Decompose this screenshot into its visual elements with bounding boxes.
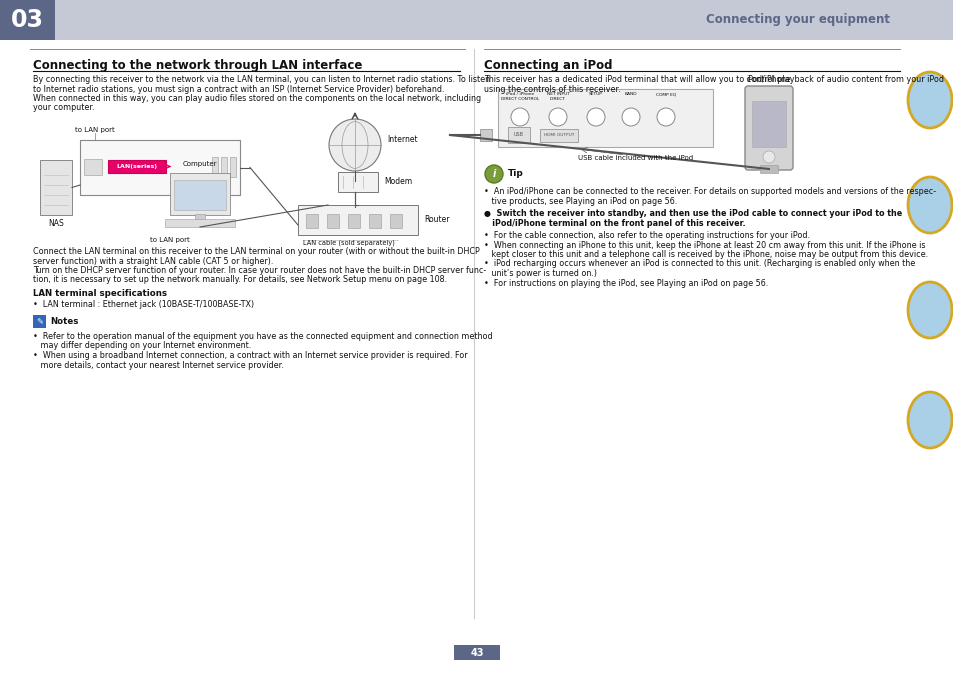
FancyBboxPatch shape xyxy=(170,173,230,215)
Text: 03: 03 xyxy=(10,8,44,32)
Text: iPod/iPhone: iPod/iPhone xyxy=(746,74,790,83)
FancyBboxPatch shape xyxy=(306,214,317,228)
FancyBboxPatch shape xyxy=(507,127,530,143)
FancyBboxPatch shape xyxy=(390,214,401,228)
Text: •  For the cable connection, also refer to the operating instructions for your i: • For the cable connection, also refer t… xyxy=(483,231,809,240)
Text: LAN terminal specifications: LAN terminal specifications xyxy=(33,289,167,298)
Ellipse shape xyxy=(907,72,951,128)
Circle shape xyxy=(621,108,639,126)
Text: i: i xyxy=(492,169,496,179)
FancyBboxPatch shape xyxy=(327,214,338,228)
FancyBboxPatch shape xyxy=(337,172,377,192)
Text: iPod / iPhone
DIRECT CONTROL: iPod / iPhone DIRECT CONTROL xyxy=(500,92,538,101)
Text: using the controls of this receiver.: using the controls of this receiver. xyxy=(483,84,620,94)
Text: to LAN port: to LAN port xyxy=(75,127,114,133)
FancyBboxPatch shape xyxy=(0,0,55,40)
Text: LAN cable (sold separately): LAN cable (sold separately) xyxy=(303,240,395,246)
Text: Turn on the DHCP server function of your router. In case your router does not ha: Turn on the DHCP server function of your… xyxy=(33,266,486,275)
Text: Connecting an iPod: Connecting an iPod xyxy=(483,59,612,72)
FancyBboxPatch shape xyxy=(194,214,205,220)
Text: Computer: Computer xyxy=(183,161,217,167)
Text: Notes: Notes xyxy=(50,317,78,326)
Circle shape xyxy=(762,151,774,163)
Text: to LAN port: to LAN port xyxy=(150,237,190,243)
Circle shape xyxy=(548,108,566,126)
Text: •  iPod recharging occurs whenever an iPod is connected to this unit. (Rechargin: • iPod recharging occurs whenever an iPo… xyxy=(483,259,914,269)
Text: Modem: Modem xyxy=(384,178,412,186)
FancyBboxPatch shape xyxy=(297,205,417,235)
Text: unit’s power is turned on.): unit’s power is turned on.) xyxy=(483,269,597,278)
FancyBboxPatch shape xyxy=(454,645,499,660)
FancyBboxPatch shape xyxy=(479,129,492,141)
Text: Connecting your equipment: Connecting your equipment xyxy=(705,14,889,26)
FancyBboxPatch shape xyxy=(221,157,227,177)
Text: Internet: Internet xyxy=(387,136,417,144)
FancyBboxPatch shape xyxy=(497,89,712,147)
Text: ✎: ✎ xyxy=(36,317,43,326)
Text: Connect the LAN terminal on this receiver to the LAN terminal on your router (wi: Connect the LAN terminal on this receive… xyxy=(33,247,479,256)
Text: SETUP: SETUP xyxy=(588,92,602,96)
Text: NET INPUT
DIRECT: NET INPUT DIRECT xyxy=(546,92,569,101)
Text: USB: USB xyxy=(514,132,523,138)
Text: •  LAN terminal : Ethernet jack (10BASE-T/100BASE-TX): • LAN terminal : Ethernet jack (10BASE-T… xyxy=(33,300,253,309)
FancyBboxPatch shape xyxy=(33,315,46,328)
FancyBboxPatch shape xyxy=(212,157,218,177)
Text: Connecting to the network through LAN interface: Connecting to the network through LAN in… xyxy=(33,59,362,72)
FancyBboxPatch shape xyxy=(348,214,359,228)
Text: your computer.: your computer. xyxy=(33,103,94,113)
Circle shape xyxy=(586,108,604,126)
Text: to Internet radio stations, you must sign a contract with an ISP (Internet Servi: to Internet radio stations, you must sig… xyxy=(33,84,444,94)
Text: HDMI OUTPUT: HDMI OUTPUT xyxy=(543,133,574,137)
FancyBboxPatch shape xyxy=(40,160,71,215)
Text: tive products, see Playing an iPod on page 56.: tive products, see Playing an iPod on pa… xyxy=(483,196,677,205)
Ellipse shape xyxy=(907,282,951,338)
FancyBboxPatch shape xyxy=(84,159,102,175)
Text: This receiver has a dedicated iPod terminal that will allow you to control playb: This receiver has a dedicated iPod termi… xyxy=(483,75,943,84)
Text: Router: Router xyxy=(423,215,449,225)
FancyBboxPatch shape xyxy=(230,157,235,177)
Text: LAN(series): LAN(series) xyxy=(116,164,157,169)
Text: kept closer to this unit and a telephone call is received by the iPhone, noise m: kept closer to this unit and a telephone… xyxy=(483,250,927,259)
Text: BAND: BAND xyxy=(624,92,637,96)
Text: more details, contact your nearest Internet service provider.: more details, contact your nearest Inter… xyxy=(33,360,283,369)
Text: USB cable included with the iPod: USB cable included with the iPod xyxy=(578,155,692,161)
FancyBboxPatch shape xyxy=(80,140,240,195)
Text: •  When connecting an iPhone to this unit, keep the iPhone at least 20 cm away f: • When connecting an iPhone to this unit… xyxy=(483,240,924,250)
Text: 43: 43 xyxy=(470,647,483,657)
Circle shape xyxy=(329,119,380,171)
FancyBboxPatch shape xyxy=(173,180,226,210)
FancyBboxPatch shape xyxy=(760,165,778,173)
Text: •  An iPod/iPhone can be connected to the receiver. For details on supported mod: • An iPod/iPhone can be connected to the… xyxy=(483,187,935,196)
Text: NAS: NAS xyxy=(48,219,64,228)
Text: tion, it is necessary to set up the network manually. For details, see Network S: tion, it is necessary to set up the netw… xyxy=(33,275,447,284)
Text: •  Refer to the operation manual of the equipment you have as the connected equi: • Refer to the operation manual of the e… xyxy=(33,332,492,341)
Text: •  For instructions on playing the iPod, see Playing an iPod on page 56.: • For instructions on playing the iPod, … xyxy=(483,279,767,288)
FancyBboxPatch shape xyxy=(369,214,380,228)
Text: When connected in this way, you can play audio files stored on the components on: When connected in this way, you can play… xyxy=(33,94,480,103)
Text: By connecting this receiver to the network via the LAN terminal, you can listen : By connecting this receiver to the netwo… xyxy=(33,75,490,84)
Ellipse shape xyxy=(907,177,951,233)
FancyBboxPatch shape xyxy=(165,219,234,227)
Circle shape xyxy=(511,108,529,126)
FancyBboxPatch shape xyxy=(108,160,166,173)
Text: ●  Switch the receiver into standby, and then use the iPod cable to connect your: ● Switch the receiver into standby, and … xyxy=(483,209,902,218)
FancyBboxPatch shape xyxy=(539,129,578,142)
Text: server function) with a straight LAN cable (CAT 5 or higher).: server function) with a straight LAN cab… xyxy=(33,256,274,265)
FancyBboxPatch shape xyxy=(751,101,785,147)
FancyBboxPatch shape xyxy=(744,86,792,170)
Ellipse shape xyxy=(907,392,951,448)
Text: COMP EQ: COMP EQ xyxy=(655,92,676,96)
Text: Tip: Tip xyxy=(507,169,523,178)
Circle shape xyxy=(657,108,675,126)
Text: may differ depending on your Internet environment.: may differ depending on your Internet en… xyxy=(33,342,251,350)
Circle shape xyxy=(484,165,502,183)
FancyBboxPatch shape xyxy=(55,0,953,40)
Text: •  When using a broadband Internet connection, a contract with an Internet servi: • When using a broadband Internet connec… xyxy=(33,351,467,360)
Text: iPod/iPhone terminal on the front panel of this receiver.: iPod/iPhone terminal on the front panel … xyxy=(483,219,745,227)
